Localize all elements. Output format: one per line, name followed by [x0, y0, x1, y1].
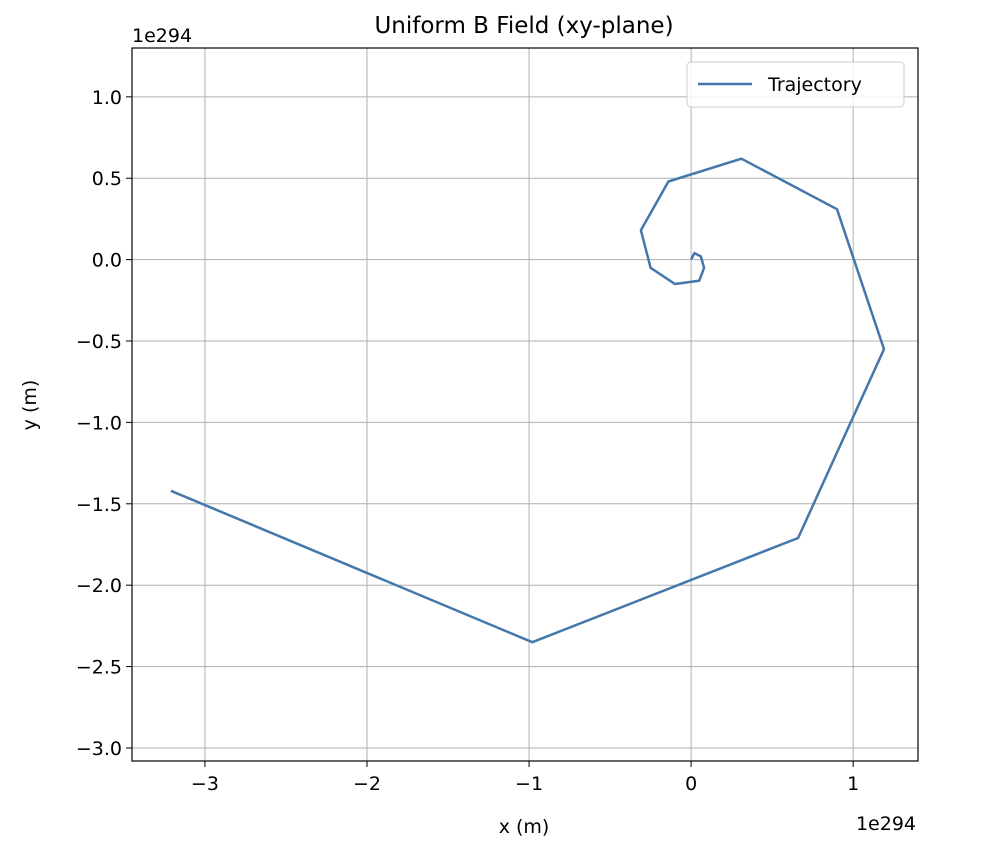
y-tick-label: −1.0 — [76, 412, 122, 434]
y-tick-label: −1.5 — [76, 494, 122, 516]
y-axis-label: y (m) — [19, 380, 41, 431]
x-tick-label: −1 — [515, 773, 543, 795]
legend-label: Trajectory — [767, 74, 862, 96]
y-tick-label: −2.5 — [76, 657, 122, 679]
y-tick-label: 1.0 — [92, 87, 122, 109]
grid — [132, 48, 918, 761]
x-tick-label: −3 — [191, 773, 219, 795]
y-tick-label: 0.5 — [92, 168, 122, 190]
ticks: −3 −2 −1 0 1 1.0 0.5 0.0 −0.5 −1.0 −1.5 −2.0 −2.5 −3.… — [76, 87, 859, 795]
x-offset-label: 1e294 — [856, 813, 916, 835]
x-tick-label: 0 — [685, 773, 697, 795]
legend-box — [686, 61, 905, 108]
x-axis-label: x (m) — [499, 816, 550, 838]
y-tick-label: −2.0 — [76, 575, 122, 597]
y-tick-label: 0.0 — [92, 250, 122, 272]
y-offset-label: 1e294 — [132, 25, 192, 47]
y-tick-label: −3.0 — [76, 738, 122, 760]
series-layer — [170, 157, 886, 644]
legend: Trajectory — [686, 61, 905, 108]
x-tick-label: 1 — [847, 773, 859, 795]
trajectory-line — [170, 157, 886, 644]
y-tick-label: −0.5 — [76, 331, 122, 353]
chart-title: Uniform B Field (xy-plane) — [374, 13, 673, 39]
x-tick-label: −2 — [353, 773, 381, 795]
axes-frame — [131, 47, 919, 762]
